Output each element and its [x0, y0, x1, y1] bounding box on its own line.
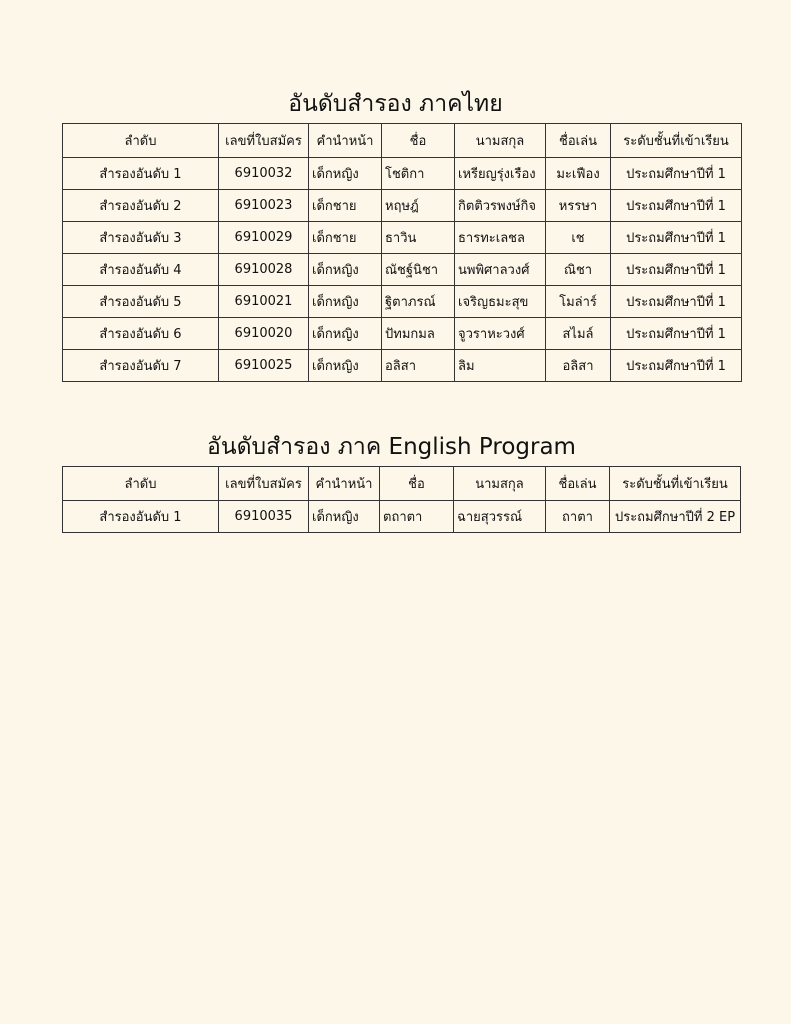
- cell-prefix: เด็กหญิง: [308, 253, 382, 286]
- column-header-nickname: ชื่อเล่น: [545, 123, 611, 158]
- cell-grade-level: ประถมศึกษาปีที่ 1: [610, 349, 742, 382]
- cell-nickname: มะเฟือง: [545, 157, 611, 190]
- cell-first-name: ปัทมกมล: [381, 317, 455, 350]
- cell-nickname: สไมล์: [545, 317, 611, 350]
- cell-last-name: เหรียญรุ่งเรือง: [454, 157, 546, 190]
- cell-prefix: เด็กชาย: [308, 189, 382, 222]
- column-header-prefix: คำนำหน้า: [308, 123, 382, 158]
- cell-last-name: เจริญธมะสุข: [454, 285, 546, 318]
- cell-last-name: ธารทะเลชล: [454, 221, 546, 254]
- column-header-application-number: เลขที่ใบสมัคร: [218, 123, 309, 158]
- table-row: สำรองอันดับ 6 6910020 เด็กหญิง ปัทมกมล จูวรา…: [62, 317, 742, 350]
- table-row: สำรองอันดับ 7 6910025 เด็กหญิง อลิสา ลิม อลิส…: [62, 349, 742, 382]
- cell-last-name: จูวราหะวงศ์: [454, 317, 546, 350]
- cell-rank: สำรองอันดับ 4: [62, 253, 219, 286]
- column-header-first-name: ชื่อ: [379, 466, 454, 501]
- column-header-rank: ลำดับ: [62, 466, 219, 501]
- cell-prefix: เด็กชาย: [308, 221, 382, 254]
- cell-grade-level: ประถมศึกษาปีที่ 1: [610, 221, 742, 254]
- cell-nickname: โมล่าร์: [545, 285, 611, 318]
- column-header-grade-level: ระดับชั้นที่เข้าเรียน: [609, 466, 741, 501]
- cell-first-name: ตถาตา: [379, 500, 454, 533]
- cell-prefix: เด็กหญิง: [308, 285, 382, 318]
- cell-grade-level: ประถมศึกษาปีที่ 2 EP: [609, 500, 741, 533]
- cell-rank: สำรองอันดับ 7: [62, 349, 219, 382]
- column-header-application-number: เลขที่ใบสมัคร: [218, 466, 309, 501]
- cell-prefix: เด็กหญิง: [308, 349, 382, 382]
- cell-nickname: อลิสา: [545, 349, 611, 382]
- english-program-title: อันดับสำรอง ภาค English Program: [207, 434, 576, 460]
- column-header-last-name: นามสกุล: [453, 466, 546, 501]
- cell-nickname: เช: [545, 221, 611, 254]
- cell-prefix: เด็กหญิง: [308, 500, 380, 533]
- cell-last-name: กิตติวรพงษ์กิจ: [454, 189, 546, 222]
- cell-application-number: 6910023: [218, 189, 309, 222]
- cell-nickname: ถาตา: [545, 500, 610, 533]
- cell-first-name: ฐิตาภรณ์: [381, 285, 455, 318]
- cell-rank: สำรองอันดับ 6: [62, 317, 219, 350]
- cell-nickname: ณิชา: [545, 253, 611, 286]
- cell-last-name: ลิม: [454, 349, 546, 382]
- cell-last-name: นพพิศาลวงศ์: [454, 253, 546, 286]
- english-program-reserve-table: ลำดับ เลขที่ใบสมัคร คำนำหน้า ชื่อ นามสกุล ชื่…: [62, 466, 741, 533]
- cell-prefix: เด็กหญิง: [308, 317, 382, 350]
- column-header-rank: ลำดับ: [62, 123, 219, 158]
- table-header-row: ลำดับ เลขที่ใบสมัคร คำนำหน้า ชื่อ นามสกุล ชื่…: [62, 123, 742, 158]
- cell-rank: สำรองอันดับ 2: [62, 189, 219, 222]
- cell-rank: สำรองอันดับ 1: [62, 500, 219, 533]
- table-row: สำรองอันดับ 1 6910035 เด็กหญิง ตถาตา ฉายสุวร…: [62, 500, 741, 533]
- cell-rank: สำรองอันดับ 5: [62, 285, 219, 318]
- cell-rank: สำรองอันดับ 1: [62, 157, 219, 190]
- cell-last-name: ฉายสุวรรณ์: [453, 500, 546, 533]
- table-row: สำรองอันดับ 2 6910023 เด็กชาย หฤษฎ์ กิตติวรพ…: [62, 189, 742, 222]
- table-row: สำรองอันดับ 4 6910028 เด็กหญิง ณัชฐ์นิชา นพพ…: [62, 253, 742, 286]
- table-row: สำรองอันดับ 5 6910021 เด็กหญิง ฐิตาภรณ์ เจริ…: [62, 285, 742, 318]
- column-header-first-name: ชื่อ: [381, 123, 455, 158]
- table-header-row: ลำดับ เลขที่ใบสมัคร คำนำหน้า ชื่อ นามสกุล ชื่…: [62, 466, 741, 501]
- cell-application-number: 6910029: [218, 221, 309, 254]
- cell-application-number: 6910020: [218, 317, 309, 350]
- cell-first-name: อลิสา: [381, 349, 455, 382]
- cell-grade-level: ประถมศึกษาปีที่ 1: [610, 157, 742, 190]
- cell-prefix: เด็กหญิง: [308, 157, 382, 190]
- thai-program-reserve-table: ลำดับ เลขที่ใบสมัคร คำนำหน้า ชื่อ นามสกุล ชื่…: [62, 123, 742, 382]
- cell-grade-level: ประถมศึกษาปีที่ 1: [610, 285, 742, 318]
- cell-application-number: 6910035: [218, 500, 309, 533]
- cell-rank: สำรองอันดับ 3: [62, 221, 219, 254]
- cell-nickname: หรรษา: [545, 189, 611, 222]
- column-header-last-name: นามสกุล: [454, 123, 546, 158]
- cell-application-number: 6910032: [218, 157, 309, 190]
- table-row: สำรองอันดับ 1 6910032 เด็กหญิง โชติกา เหรียญ…: [62, 157, 742, 190]
- cell-application-number: 6910021: [218, 285, 309, 318]
- table-row: สำรองอันดับ 3 6910029 เด็กชาย ธาวิน ธารทะเลช…: [62, 221, 742, 254]
- cell-grade-level: ประถมศึกษาปีที่ 1: [610, 317, 742, 350]
- column-header-prefix: คำนำหน้า: [308, 466, 380, 501]
- column-header-nickname: ชื่อเล่น: [545, 466, 610, 501]
- cell-first-name: หฤษฎ์: [381, 189, 455, 222]
- column-header-grade-level: ระดับชั้นที่เข้าเรียน: [610, 123, 742, 158]
- cell-grade-level: ประถมศึกษาปีที่ 1: [610, 253, 742, 286]
- cell-application-number: 6910025: [218, 349, 309, 382]
- cell-grade-level: ประถมศึกษาปีที่ 1: [610, 189, 742, 222]
- cell-first-name: ธาวิน: [381, 221, 455, 254]
- thai-program-title: อันดับสำรอง ภาคไทย: [288, 91, 503, 117]
- cell-first-name: ณัชฐ์นิชา: [381, 253, 455, 286]
- cell-application-number: 6910028: [218, 253, 309, 286]
- cell-first-name: โชติกา: [381, 157, 455, 190]
